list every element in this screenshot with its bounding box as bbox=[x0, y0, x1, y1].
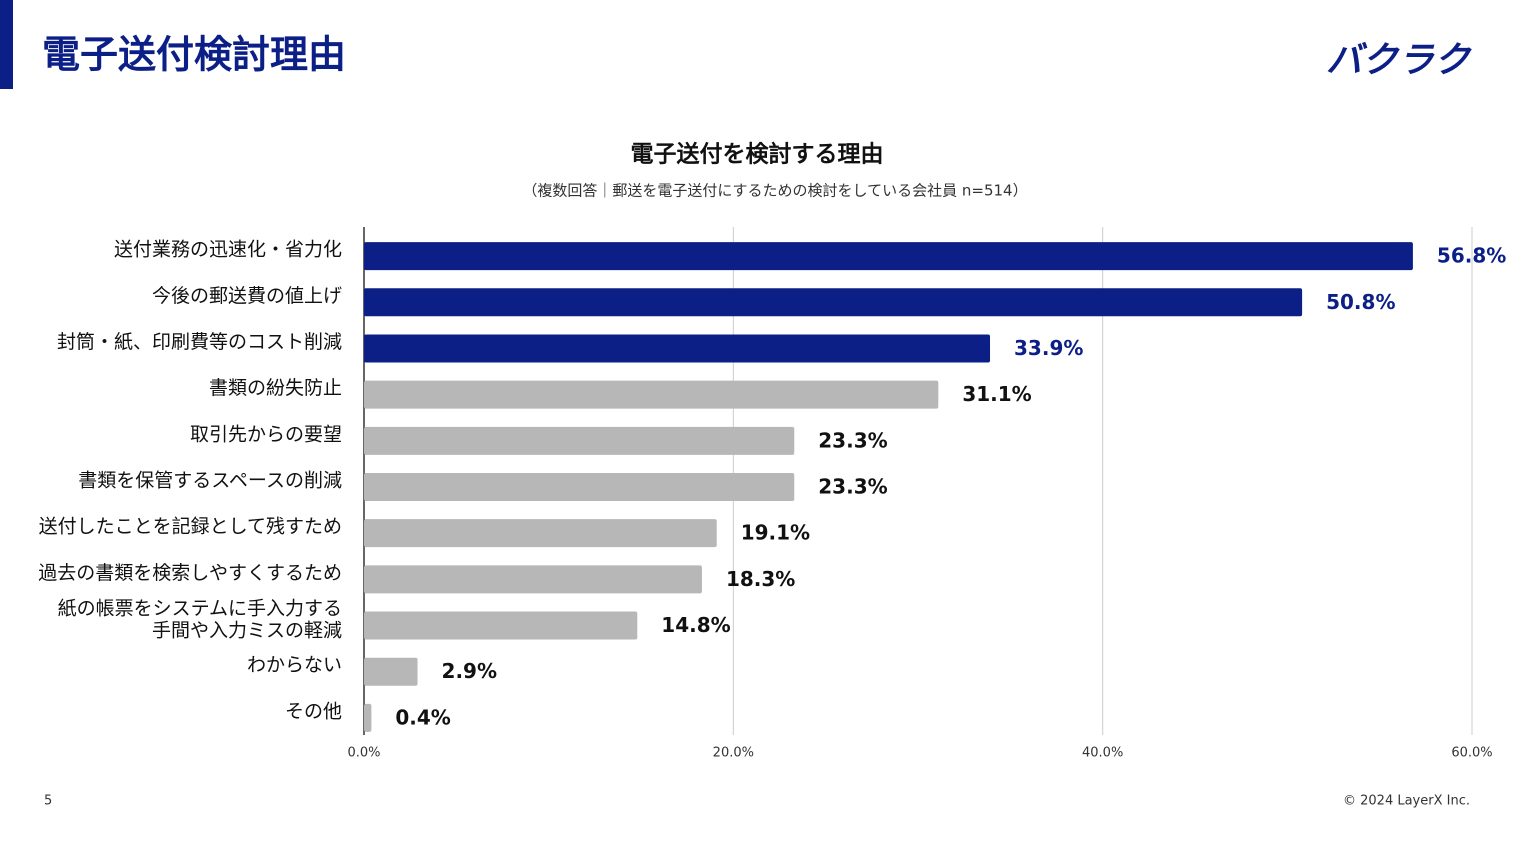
bar bbox=[364, 288, 1303, 317]
value-label: 56.8% bbox=[1437, 244, 1506, 268]
value-label: 23.3% bbox=[818, 428, 887, 452]
x-tick-label: 20.0% bbox=[713, 746, 754, 761]
category-label: 今後の郵送費の値上げ bbox=[152, 285, 342, 307]
value-label: 33.9% bbox=[1014, 336, 1083, 360]
bar bbox=[364, 242, 1413, 271]
bar bbox=[364, 703, 372, 732]
value-label: 50.8% bbox=[1326, 290, 1395, 314]
category-label: 封筒・紙、印刷費等のコスト削減 bbox=[57, 331, 342, 353]
category-label: わからない bbox=[247, 654, 342, 676]
category-label: 送付したことを記録として残すため bbox=[39, 516, 342, 538]
bar bbox=[364, 473, 795, 501]
category-label: その他 bbox=[285, 700, 342, 722]
category-label: 過去の書類を検索しやすくするため bbox=[38, 562, 342, 584]
value-label: 23.3% bbox=[818, 475, 887, 499]
bar bbox=[364, 611, 638, 640]
x-tick-label: 0.0% bbox=[347, 746, 380, 761]
value-label: 0.4% bbox=[395, 705, 450, 729]
category-label: 取引先からの要望 bbox=[190, 423, 342, 445]
chart-subtitle: （複数回答｜郵送を電子送付にするための検討をしている会社員 n=514） bbox=[522, 182, 1027, 200]
copyright: © 2024 LayerX Inc. bbox=[1343, 794, 1470, 809]
value-label: 14.8% bbox=[661, 613, 730, 637]
value-label: 31.1% bbox=[962, 382, 1031, 406]
category-label: 書類を保管するスペースの削減 bbox=[78, 470, 342, 492]
bar bbox=[364, 565, 702, 594]
bar bbox=[364, 426, 795, 455]
logo: バクラク bbox=[1326, 40, 1472, 81]
chart-title: 電子送付を検討する理由 bbox=[631, 141, 884, 168]
page-number: 5 bbox=[44, 794, 52, 809]
page-title: 電子送付検討理由 bbox=[42, 33, 346, 77]
x-tick-label: 40.0% bbox=[1082, 746, 1123, 761]
bar bbox=[364, 519, 717, 548]
category-label: 紙の帳票をシステムに手入力する手間や入力ミスの軽減 bbox=[58, 597, 342, 641]
bar bbox=[364, 334, 991, 363]
x-tick-label: 60.0% bbox=[1451, 746, 1492, 761]
bar bbox=[364, 380, 939, 409]
header-accent bbox=[0, 0, 13, 89]
value-label: 19.1% bbox=[741, 521, 810, 545]
category-label: 書類の紛失防止 bbox=[209, 377, 342, 399]
category-label: 送付業務の迅速化・省力化 bbox=[114, 239, 342, 261]
value-label: 2.9% bbox=[442, 659, 497, 683]
value-label: 18.3% bbox=[726, 567, 795, 591]
bar bbox=[364, 657, 418, 686]
